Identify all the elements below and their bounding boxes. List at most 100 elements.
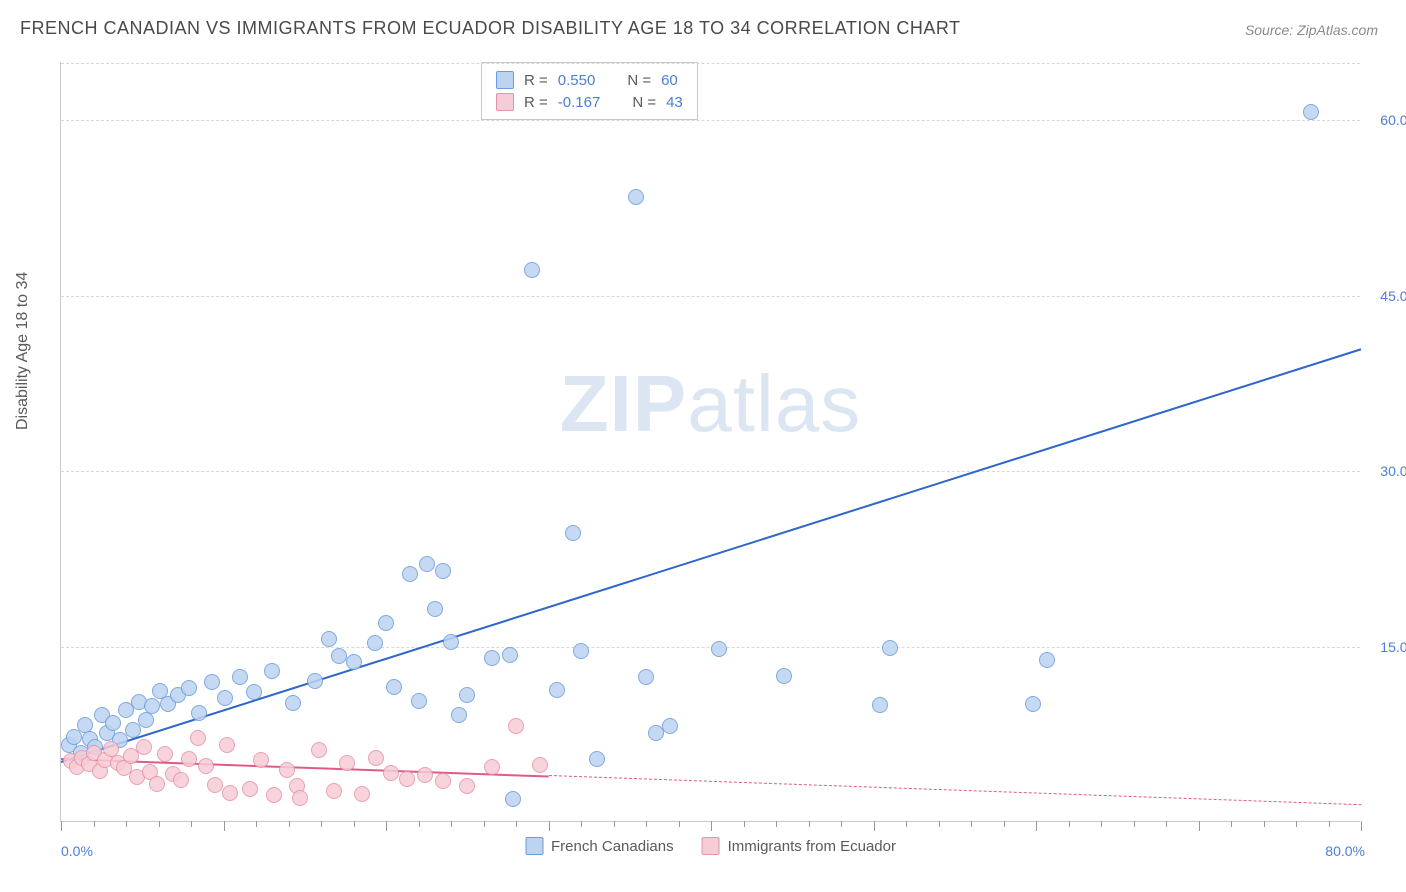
legend-swatch: [496, 71, 514, 89]
x-tick-minor: [1134, 821, 1135, 827]
x-tick-minor: [646, 821, 647, 827]
data-point-french_canadians: [505, 791, 521, 807]
data-point-french_canadians: [217, 690, 233, 706]
data-point-french_canadians: [628, 189, 644, 205]
x-tick-minor: [451, 821, 452, 827]
r-value: -0.167: [558, 94, 601, 111]
x-tick-minor: [1166, 821, 1167, 827]
y-tick-label: 30.0%: [1380, 463, 1406, 479]
x-tick-minor: [516, 821, 517, 827]
trend-line-projection: [548, 775, 1361, 805]
data-point-immigrants_ecuador: [532, 757, 548, 773]
data-point-immigrants_ecuador: [311, 742, 327, 758]
r-value: 0.550: [558, 72, 596, 89]
data-point-immigrants_ecuador: [417, 767, 433, 783]
data-point-french_canadians: [549, 682, 565, 698]
x-tick-minor: [744, 821, 745, 827]
y-tick-label: 60.0%: [1380, 112, 1406, 128]
data-point-french_canadians: [648, 725, 664, 741]
data-point-immigrants_ecuador: [399, 771, 415, 787]
data-point-french_canadians: [872, 697, 888, 713]
watermark-text: ZIPatlas: [560, 358, 861, 450]
data-point-immigrants_ecuador: [198, 758, 214, 774]
x-tick-minor: [289, 821, 290, 827]
x-tick-minor: [354, 821, 355, 827]
data-point-immigrants_ecuador: [383, 765, 399, 781]
legend-row-french_canadians: R =0.550N =60: [496, 69, 683, 91]
data-point-immigrants_ecuador: [207, 777, 223, 793]
x-tick-major: [1199, 821, 1200, 831]
x-tick-major: [61, 821, 62, 831]
legend-row-immigrants_ecuador: R =-0.167N =43: [496, 91, 683, 113]
data-point-french_canadians: [419, 556, 435, 572]
x-axis-max-label: 80.0%: [1325, 843, 1365, 859]
data-point-french_canadians: [402, 566, 418, 582]
x-tick-minor: [1329, 821, 1330, 827]
data-point-immigrants_ecuador: [190, 730, 206, 746]
data-point-french_canadians: [138, 712, 154, 728]
trend-line: [61, 348, 1362, 763]
x-tick-minor: [809, 821, 810, 827]
x-tick-minor: [1296, 821, 1297, 827]
data-point-french_canadians: [711, 641, 727, 657]
x-tick-minor: [1101, 821, 1102, 827]
data-point-immigrants_ecuador: [368, 750, 384, 766]
x-tick-minor: [1231, 821, 1232, 827]
legend-label: French Canadians: [551, 838, 674, 855]
gridline: [61, 296, 1360, 297]
x-tick-minor: [906, 821, 907, 827]
legend-item-immigrants_ecuador: Immigrants from Ecuador: [702, 837, 896, 855]
r-label: R =: [524, 94, 548, 111]
data-point-immigrants_ecuador: [136, 739, 152, 755]
x-tick-minor: [939, 821, 940, 827]
legend-label: Immigrants from Ecuador: [728, 838, 896, 855]
data-point-french_canadians: [346, 654, 362, 670]
x-tick-minor: [321, 821, 322, 827]
data-point-immigrants_ecuador: [242, 781, 258, 797]
data-point-immigrants_ecuador: [459, 778, 475, 794]
x-tick-minor: [159, 821, 160, 827]
legend-swatch: [702, 837, 720, 855]
data-point-immigrants_ecuador: [219, 737, 235, 753]
x-tick-minor: [419, 821, 420, 827]
data-point-immigrants_ecuador: [149, 776, 165, 792]
data-point-french_canadians: [589, 751, 605, 767]
x-tick-major: [1361, 821, 1362, 831]
data-point-french_canadians: [191, 705, 207, 721]
data-point-immigrants_ecuador: [435, 773, 451, 789]
legend-swatch: [525, 837, 543, 855]
data-point-french_canadians: [1039, 652, 1055, 668]
data-point-french_canadians: [144, 698, 160, 714]
correlation-legend: R =0.550N =60R =-0.167N =43: [481, 62, 698, 120]
gridline: [61, 471, 1360, 472]
x-tick-minor: [1004, 821, 1005, 827]
x-tick-minor: [94, 821, 95, 827]
x-tick-major: [1036, 821, 1037, 831]
data-point-french_canadians: [638, 669, 654, 685]
legend-swatch: [496, 93, 514, 111]
x-tick-minor: [841, 821, 842, 827]
x-tick-major: [386, 821, 387, 831]
data-point-french_canadians: [378, 615, 394, 631]
data-point-french_canadians: [204, 674, 220, 690]
data-point-french_canadians: [264, 663, 280, 679]
data-point-immigrants_ecuador: [292, 790, 308, 806]
data-point-french_canadians: [1303, 104, 1319, 120]
x-tick-minor: [1264, 821, 1265, 827]
x-tick-minor: [614, 821, 615, 827]
data-point-french_canadians: [232, 669, 248, 685]
source-attribution: Source: ZipAtlas.com: [1245, 22, 1378, 38]
y-tick-label: 45.0%: [1380, 288, 1406, 304]
data-point-immigrants_ecuador: [279, 762, 295, 778]
data-point-immigrants_ecuador: [326, 783, 342, 799]
data-point-french_canadians: [524, 262, 540, 278]
y-axis-label: Disability Age 18 to 34: [14, 272, 32, 430]
data-point-french_canadians: [105, 715, 121, 731]
data-point-french_canadians: [181, 680, 197, 696]
x-tick-minor: [1069, 821, 1070, 827]
data-point-french_canadians: [321, 631, 337, 647]
x-tick-minor: [126, 821, 127, 827]
n-value: 43: [666, 94, 683, 111]
data-point-french_canadians: [331, 648, 347, 664]
watermark-prefix: ZIP: [560, 359, 687, 448]
